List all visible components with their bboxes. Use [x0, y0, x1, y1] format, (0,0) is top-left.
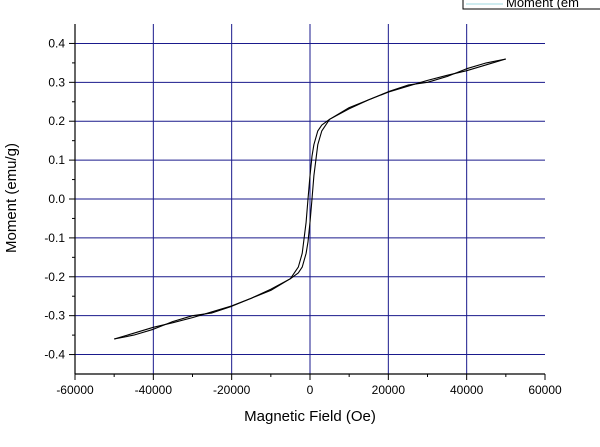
legend: Moment (em	[462, 0, 600, 10]
y-tick-label: 0.0	[48, 192, 65, 206]
legend-entry: Moment (em	[506, 0, 579, 10]
series-line-descending-branch	[114, 58, 506, 340]
x-axis-label: Magnetic Field (Oe)	[244, 408, 376, 425]
legend-box	[462, 0, 600, 10]
x-tick-label: 60000	[528, 383, 562, 397]
x-tick-label: -60000	[56, 383, 94, 397]
x-tick-label: 40000	[450, 383, 484, 397]
y-tick-label: -0.3	[44, 309, 65, 323]
x-tick-label: -40000	[135, 383, 173, 397]
data-series	[114, 58, 506, 340]
y-tick-label: -0.2	[44, 270, 65, 284]
y-axis-label: Moment (emu/g)	[3, 143, 20, 253]
y-tick-label: -0.4	[44, 348, 65, 362]
axis-labels: Magnetic Field (Oe) Moment (emu/g) -6000…	[3, 36, 562, 425]
x-tick-label: 20000	[372, 383, 406, 397]
grid-lines	[75, 24, 545, 374]
y-tick-label: -0.1	[44, 231, 65, 245]
y-tick-label: 0.3	[48, 75, 65, 89]
x-tick-label: -20000	[213, 383, 251, 397]
y-tick-label: 0.2	[48, 114, 65, 128]
axes	[69, 24, 546, 380]
y-tick-label: 0.1	[48, 153, 65, 167]
y-tick-label: 0.4	[48, 36, 65, 50]
x-tick-label: 0	[307, 383, 314, 397]
